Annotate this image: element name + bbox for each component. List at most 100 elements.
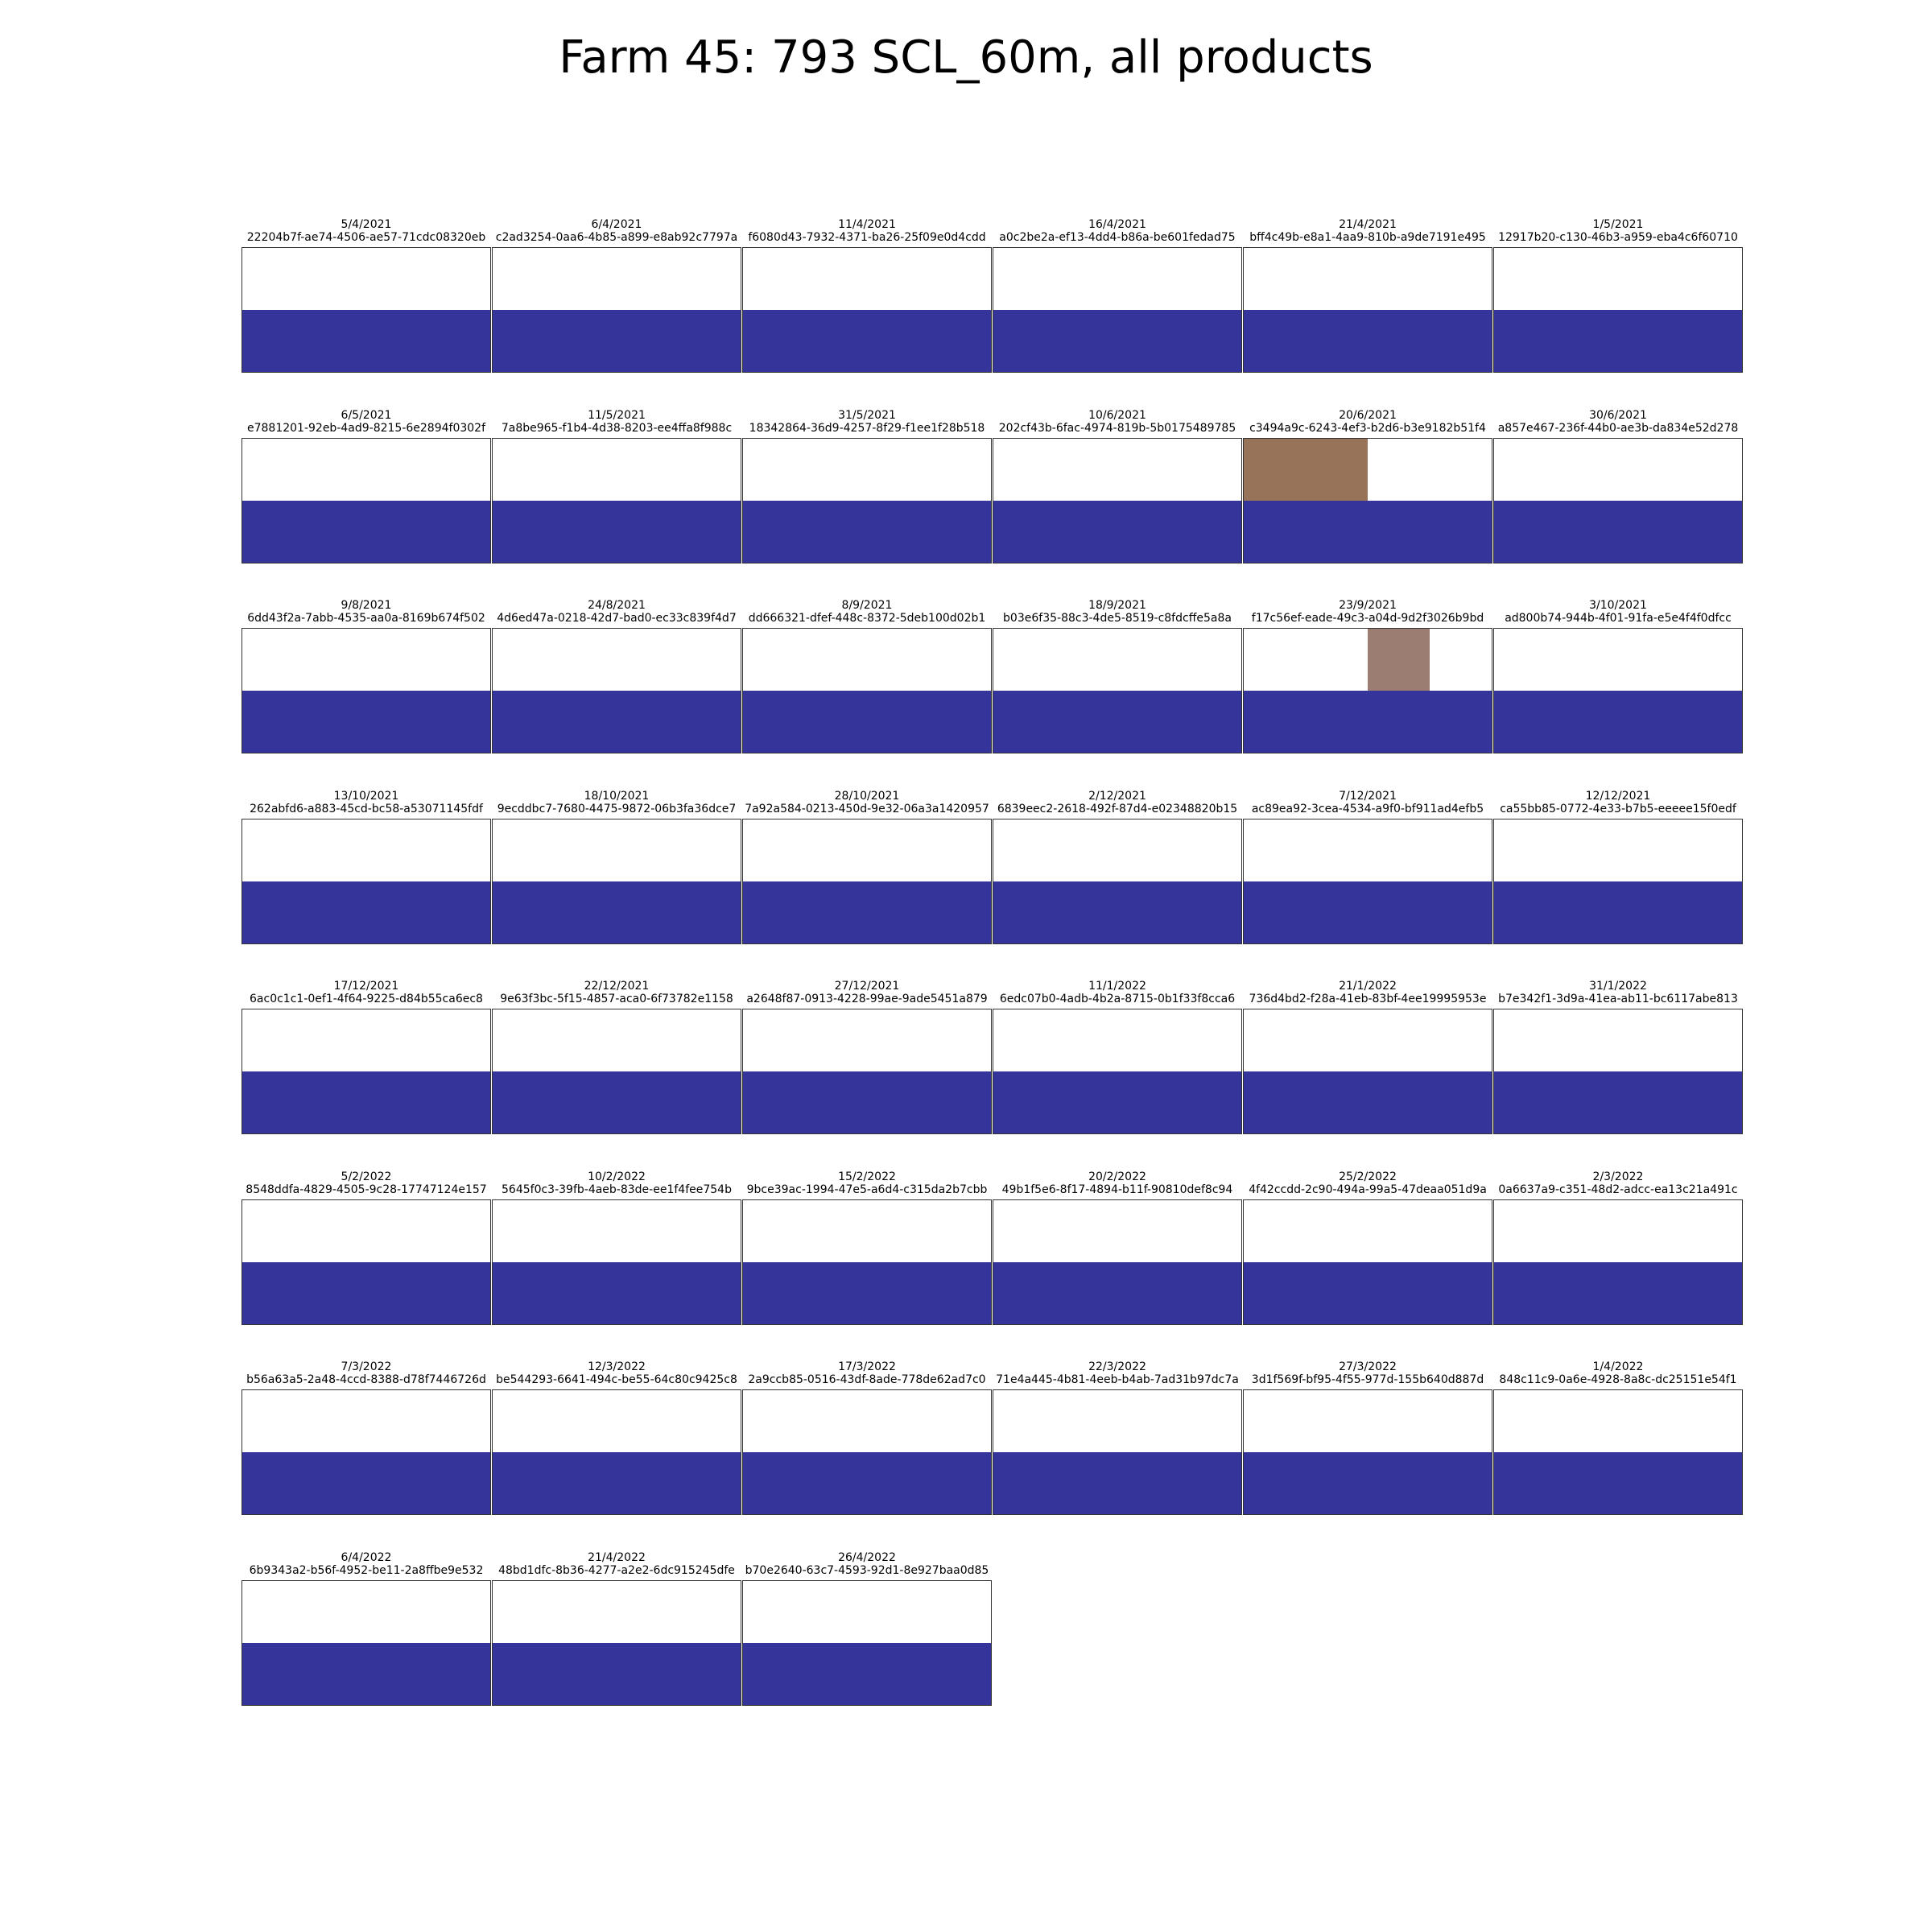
heatmap-cell <box>242 819 366 881</box>
panel-date-label: 6/5/2021 <box>341 408 392 422</box>
heatmap-cell <box>1618 1199 1742 1262</box>
heatmap-cell <box>867 1199 991 1262</box>
chart-panel: 25/2/2022 4f42ccdd-2c90-494a-99a5-47deaa0… <box>1243 1170 1492 1343</box>
panel-date-label: 2/12/2021 <box>1088 789 1146 803</box>
panel-id-label: 48bd1dfc-8b36-4277-a2e2-6dc915245dfe <box>498 1563 735 1577</box>
heatmap-cell <box>993 1452 1117 1514</box>
heatmap-cell <box>867 691 991 753</box>
heatmap-cell <box>1368 438 1492 501</box>
panel-id-label: 262abfd6-a883-45cd-bc58-a53071145fdf <box>250 802 483 815</box>
heatmap-cell <box>242 1642 366 1705</box>
heatmap-svg <box>743 1009 991 1133</box>
heatmap-cell <box>1117 248 1241 310</box>
panel-id-label: ca55bb85-0772-4e33-b7b5-eeeee15f0edf <box>1500 802 1736 815</box>
heatmap-cell <box>1117 691 1241 753</box>
heatmap-cell <box>493 1580 617 1643</box>
chart-panel: 1/4/2022 848c11c9-0a6e-4928-8a8c-dc25151e… <box>1493 1360 1743 1533</box>
panel-id-label: 9ecddbc7-7680-4475-9872-06b3fa36dce7 <box>497 802 737 815</box>
panel-id-label: 4d6ed47a-0218-42d7-bad0-ec33c839f4d7 <box>497 612 737 625</box>
panel-id-label: 8548ddfa-4829-4505-9c28-17747124e157 <box>246 1183 487 1196</box>
heatmap-cell <box>743 1642 867 1705</box>
heatmap-cell <box>1244 1452 1368 1514</box>
panel-id-label: 3d1f569f-bf95-4f55-977d-155b640d887d <box>1251 1373 1484 1386</box>
heatmap-cell <box>743 1390 867 1452</box>
heatmap-svg <box>1244 1009 1492 1133</box>
heatmap-cell <box>993 1390 1117 1452</box>
chart-panel: 10/2/2022 5645f0c3-39fb-4aeb-83de-ee1f4fe… <box>492 1170 741 1343</box>
heatmap-cell <box>366 310 490 372</box>
chart-panel: 12/3/2022 be544293-6641-494c-be55-64c80c9… <box>492 1360 741 1533</box>
heatmap-tile <box>1493 628 1743 753</box>
panel-id-label: 848c11c9-0a6e-4928-8a8c-dc25151e54f1 <box>1499 1373 1737 1386</box>
heatmap-svg <box>743 248 991 372</box>
heatmap-cell <box>1244 438 1368 501</box>
heatmap-cell <box>867 1580 991 1643</box>
heatmap-cell <box>1368 500 1492 563</box>
heatmap-tile <box>742 1579 992 1706</box>
heatmap-cell <box>366 1009 490 1071</box>
heatmap-cell <box>1618 500 1742 563</box>
heatmap-cell <box>1494 1261 1618 1324</box>
heatmap-cell <box>743 248 867 310</box>
heatmap-cell <box>1618 629 1742 691</box>
heatmap-cell <box>1618 819 1742 881</box>
heatmap-svg <box>993 1009 1241 1133</box>
chart-panel: 5/4/2021 22204b7f-ae74-4506-ae57-71cdc083… <box>242 218 491 390</box>
panel-date-label: 31/1/2022 <box>1589 980 1647 993</box>
heatmap-tile <box>993 1199 1242 1325</box>
heatmap-cell <box>366 881 490 943</box>
panel-date-label: 21/1/2022 <box>1339 980 1397 993</box>
heatmap-svg <box>493 248 741 372</box>
heatmap-svg <box>1494 1199 1742 1324</box>
heatmap-cell <box>1117 310 1241 372</box>
panel-date-label: 23/9/2021 <box>1339 599 1397 612</box>
heatmap-svg <box>743 629 991 753</box>
heatmap-cell <box>242 881 366 943</box>
heatmap-cell <box>493 1009 617 1071</box>
chart-panel: 17/3/2022 2a9ccb85-0516-43df-8ade-778de62… <box>742 1360 992 1533</box>
heatmap-svg <box>242 1199 490 1324</box>
heatmap-svg <box>493 438 741 563</box>
panel-date-label: 11/1/2022 <box>1088 980 1146 993</box>
heatmap-svg <box>1494 438 1742 563</box>
panel-id-label: ad800b74-944b-4f01-91fa-e5e4f4f0dfcc <box>1505 612 1732 625</box>
heatmap-cell <box>1494 438 1618 501</box>
heatmap-cell <box>366 1580 490 1643</box>
chart-panel: 20/6/2021 c3494a9c-6243-4ef3-b2d6-b3e9182… <box>1243 409 1492 581</box>
chart-panel: 7/12/2021 ac89ea92-3cea-4534-a9f0-bf911ad… <box>1243 790 1492 962</box>
heatmap-cell <box>366 1642 490 1705</box>
panel-date-label: 30/6/2021 <box>1589 408 1647 422</box>
heatmap-cell <box>867 1642 991 1705</box>
panel-date-label: 17/12/2021 <box>333 980 399 993</box>
heatmap-tile <box>1493 818 1743 944</box>
chart-panel: 2/3/2022 0a6637a9-c351-48d2-adcc-ea13c21a… <box>1493 1170 1743 1343</box>
heatmap-cell <box>1244 1009 1368 1071</box>
chart-panel: 22/3/2022 71e4a445-4b81-4eeb-b4ab-7ad31b9… <box>993 1360 1242 1533</box>
panel-id-label: 6ac0c1c1-0ef1-4f64-9225-d84b55ca6ec8 <box>250 993 483 1005</box>
heatmap-cell <box>1368 1452 1492 1514</box>
heatmap-tile <box>242 1579 491 1706</box>
heatmap-cell <box>743 819 867 881</box>
heatmap-svg <box>242 1009 490 1133</box>
panel-date-label: 15/2/2022 <box>838 1170 896 1183</box>
chart-panel: 22/12/2021 9e63f3bc-5f15-4857-aca0-6f7378… <box>492 980 741 1152</box>
heatmap-svg <box>493 1199 741 1324</box>
heatmap-cell <box>1368 629 1430 691</box>
heatmap-svg <box>1244 248 1492 372</box>
heatmap-cell <box>1244 248 1368 310</box>
heatmap-cell <box>1368 881 1492 943</box>
heatmap-cell <box>617 1452 741 1514</box>
panel-date-label: 13/10/2021 <box>333 789 399 803</box>
heatmap-cell <box>743 1199 867 1262</box>
heatmap-cell <box>1494 1452 1618 1514</box>
heatmap-tile <box>242 247 491 373</box>
heatmap-cell <box>1494 819 1618 881</box>
heatmap-svg <box>242 248 490 372</box>
panel-id-label: be544293-6641-494c-be55-64c80c9425c8 <box>496 1373 737 1386</box>
heatmap-svg <box>1494 248 1742 372</box>
heatmap-svg <box>242 1390 490 1514</box>
heatmap-cell <box>242 691 366 753</box>
heatmap-cell <box>242 1071 366 1133</box>
heatmap-cell <box>867 1452 991 1514</box>
heatmap-cell <box>366 1452 490 1514</box>
